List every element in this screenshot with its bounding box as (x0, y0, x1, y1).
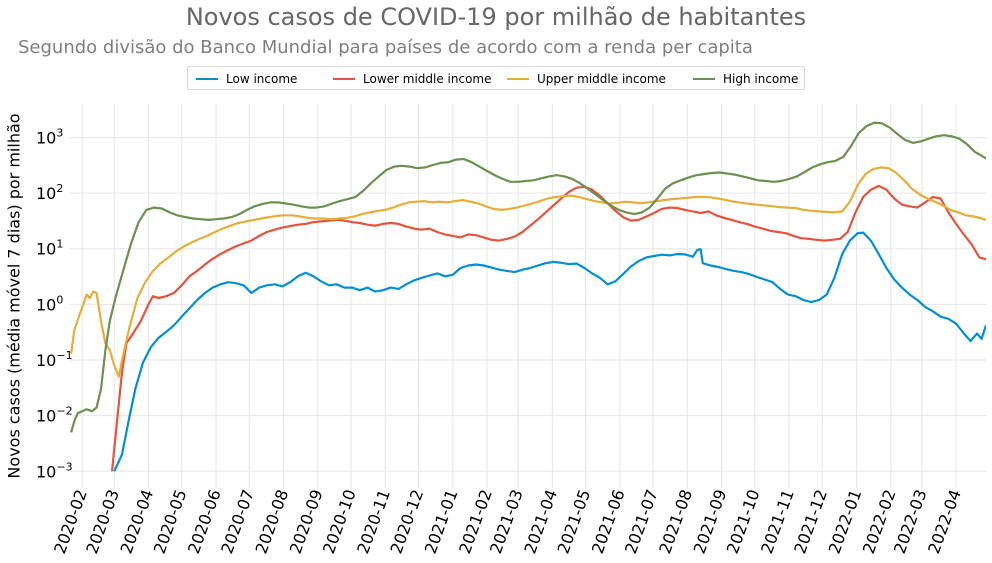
legend-swatch-high-income (693, 78, 715, 80)
y-tick-label: 10−3 (36, 460, 73, 481)
legend-label-high-income: High income (723, 72, 799, 86)
series-line-high-income (70, 121, 986, 433)
legend-label-upper-middle-income: Upper middle income (537, 72, 666, 86)
chart-title: Novos casos de COVID-19 por milhão de ha… (185, 3, 807, 31)
x-tick-label: 2022-04 (924, 487, 965, 556)
x-tick-label: 2021-01 (421, 487, 462, 556)
legend-label-lower-middle-income: Lower middle income (363, 72, 492, 86)
legend-swatch-upper-middle-income (507, 78, 529, 80)
x-tick-label: 2020-08 (252, 487, 293, 556)
y-tick-label: 10−2 (36, 405, 73, 426)
series-line-lower-middle-income (110, 184, 986, 472)
x-tick-label: 2022-01 (825, 487, 866, 556)
series-line-low-income (113, 231, 986, 472)
chart-subtitle: Segundo divisão do Banco Mundial para pa… (18, 37, 753, 58)
legend-label-low-income: Low income (226, 72, 298, 86)
y-tick-label: 10−1 (36, 349, 73, 370)
legend: Low income Lower middle income Upper mid… (187, 66, 805, 90)
legend-swatch-lower-middle-income (333, 78, 355, 80)
y-tick-label: 100 (36, 293, 63, 314)
y-tick-label: 103 (36, 126, 63, 147)
y-tick-label: 102 (36, 182, 63, 203)
y-tick-label: 101 (36, 238, 63, 259)
legend-swatch-low-income (196, 78, 218, 80)
series-line-upper-middle-income (70, 166, 986, 378)
x-tick-label: 2021-08 (655, 487, 696, 556)
